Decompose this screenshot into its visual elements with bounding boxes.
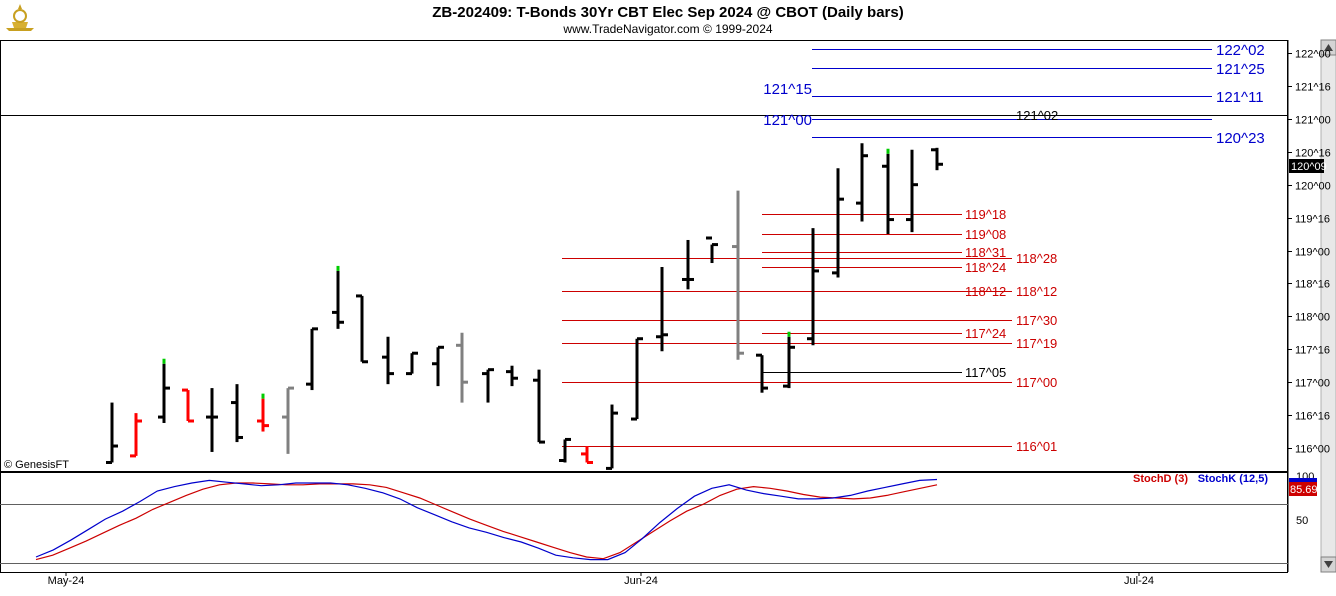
ohlc-bar [606,404,618,470]
level-label: 121^02 [1016,108,1058,123]
ohlc-bar [282,386,294,454]
y-tick-label: 121^16 [1295,82,1331,94]
ohlc-bar [882,148,894,235]
level-label: 116^01 [1016,439,1057,454]
y-tick-label: 121^00 [1295,115,1331,127]
ohlc-bar [533,369,545,444]
level-label: 117^24 [965,326,1006,341]
ohlc-bar [182,388,194,423]
stoch-k-marker [1289,478,1317,482]
ohlc-bar [906,149,918,233]
ohlc-signal-tick [886,148,890,154]
stoch-last-label: 85.69 [1290,484,1318,496]
price-levels: 122^02 121^25 121^15 121^11 121^00 121^02 120^… [562,42,1265,454]
ohlc-bar [406,351,418,376]
chart-title: ZB-202409: T-Bonds 30Yr CBT Elec Sep 202… [432,4,903,21]
ohlc-bar [682,239,694,290]
level-label: 117^30 [1016,313,1057,328]
y-tick-label: 116^00 [1295,444,1330,456]
ohlc-bar [158,358,170,423]
ohlc-signal-tick [787,331,791,337]
x-tick-label: May-24 [48,575,85,587]
level-label: 121^11 [1216,89,1264,106]
legend-stochd: StochD (3) [1133,473,1188,485]
ohlc-bar [656,266,668,352]
ohlc-bar [856,143,868,222]
x-tick-label: Jul-24 [1124,575,1154,587]
ohlc-bar [206,388,218,452]
stoch-d-line [35,482,938,561]
ohlc-bar [106,402,118,464]
level-label: 118^12 [1016,284,1057,299]
ohlc-bar [432,345,444,387]
level-label: 120^23 [1216,130,1265,147]
level-label: 117^00 [1016,375,1057,390]
y-tick-label: 116^16 [1295,411,1330,423]
ohlc-bar [332,265,344,329]
ohlc-bar [130,413,142,458]
level-label: 118^12 [965,284,1006,299]
ohlc-bar [231,384,243,443]
ohlc-bar [832,168,844,278]
ohlc-bar [482,368,494,403]
level-label: 121^00 [763,112,812,129]
y-tick-label: 120^00 [1295,181,1331,193]
level-label: 121^25 [1216,61,1265,78]
ohlc-bar [756,353,768,393]
last-price-label: 120^09 [1291,161,1327,173]
x-tick-label: Jun-24 [624,575,658,587]
stoch-last-box [1289,482,1317,496]
last-price-box [1289,159,1324,173]
level-label: 117^19 [1016,336,1057,351]
ohlc-bar [581,446,593,464]
ohlc-bar [931,147,943,171]
level-label: 118^28 [1016,251,1057,266]
ohlc-bar [732,190,744,360]
ohlc-bar [257,393,269,432]
y-tick-label: 122^00 [1295,49,1331,61]
y-tick-label: 120^16 [1295,148,1331,160]
stoch-y-tick-label: 50 [1296,515,1308,527]
ohlc-bar [631,337,643,421]
vertical-scrollbar[interactable] [1320,39,1336,573]
level-label: 117^05 [965,365,1006,380]
date-axis: May-24 Jun-24 Jul-24 [48,572,1154,587]
y-tick-label: 117^00 [1295,378,1330,390]
ohlc-bar [356,294,368,364]
price-bars [106,143,943,470]
level-label: 119^18 [965,207,1006,222]
level-label: 119^08 [965,227,1006,242]
ohlc-signal-tick [336,265,340,271]
ohlc-bar [506,365,518,387]
y-tick-label: 117^16 [1295,345,1330,357]
ohlc-bar [783,331,795,389]
chart-subtitle: www.TradeNavigator.com © 1999-2024 [562,22,772,36]
price-axis: 116^00 116^16 117^00 117^16 118^00 118^16 119^… [1288,49,1331,456]
ohlc-bar [807,228,819,346]
ohlc-bar [456,332,468,403]
level-label: 121^15 [763,81,812,98]
y-tick-label: 118^16 [1295,279,1330,291]
genesis-watermark: © GenesisFT [4,459,69,471]
level-label: 118^31 [965,245,1006,260]
level-label: 122^02 [1216,42,1265,59]
ohlc-bar [559,437,571,463]
ohlc-signal-tick [162,358,166,364]
y-tick-label: 119^16 [1295,214,1330,226]
ohlc-signal-tick [261,393,265,399]
ohlc-bar [306,327,318,391]
legend-stochk: StochK (12,5) [1198,473,1269,485]
level-label: 118^24 [965,260,1006,275]
ohlc-bar [706,236,718,264]
trade-navigator-logo [6,4,34,31]
y-tick-label: 118^00 [1295,312,1330,324]
ohlc-bar [382,336,394,385]
y-tick-label: 119^00 [1295,247,1330,259]
stoch-k-line [35,478,938,561]
